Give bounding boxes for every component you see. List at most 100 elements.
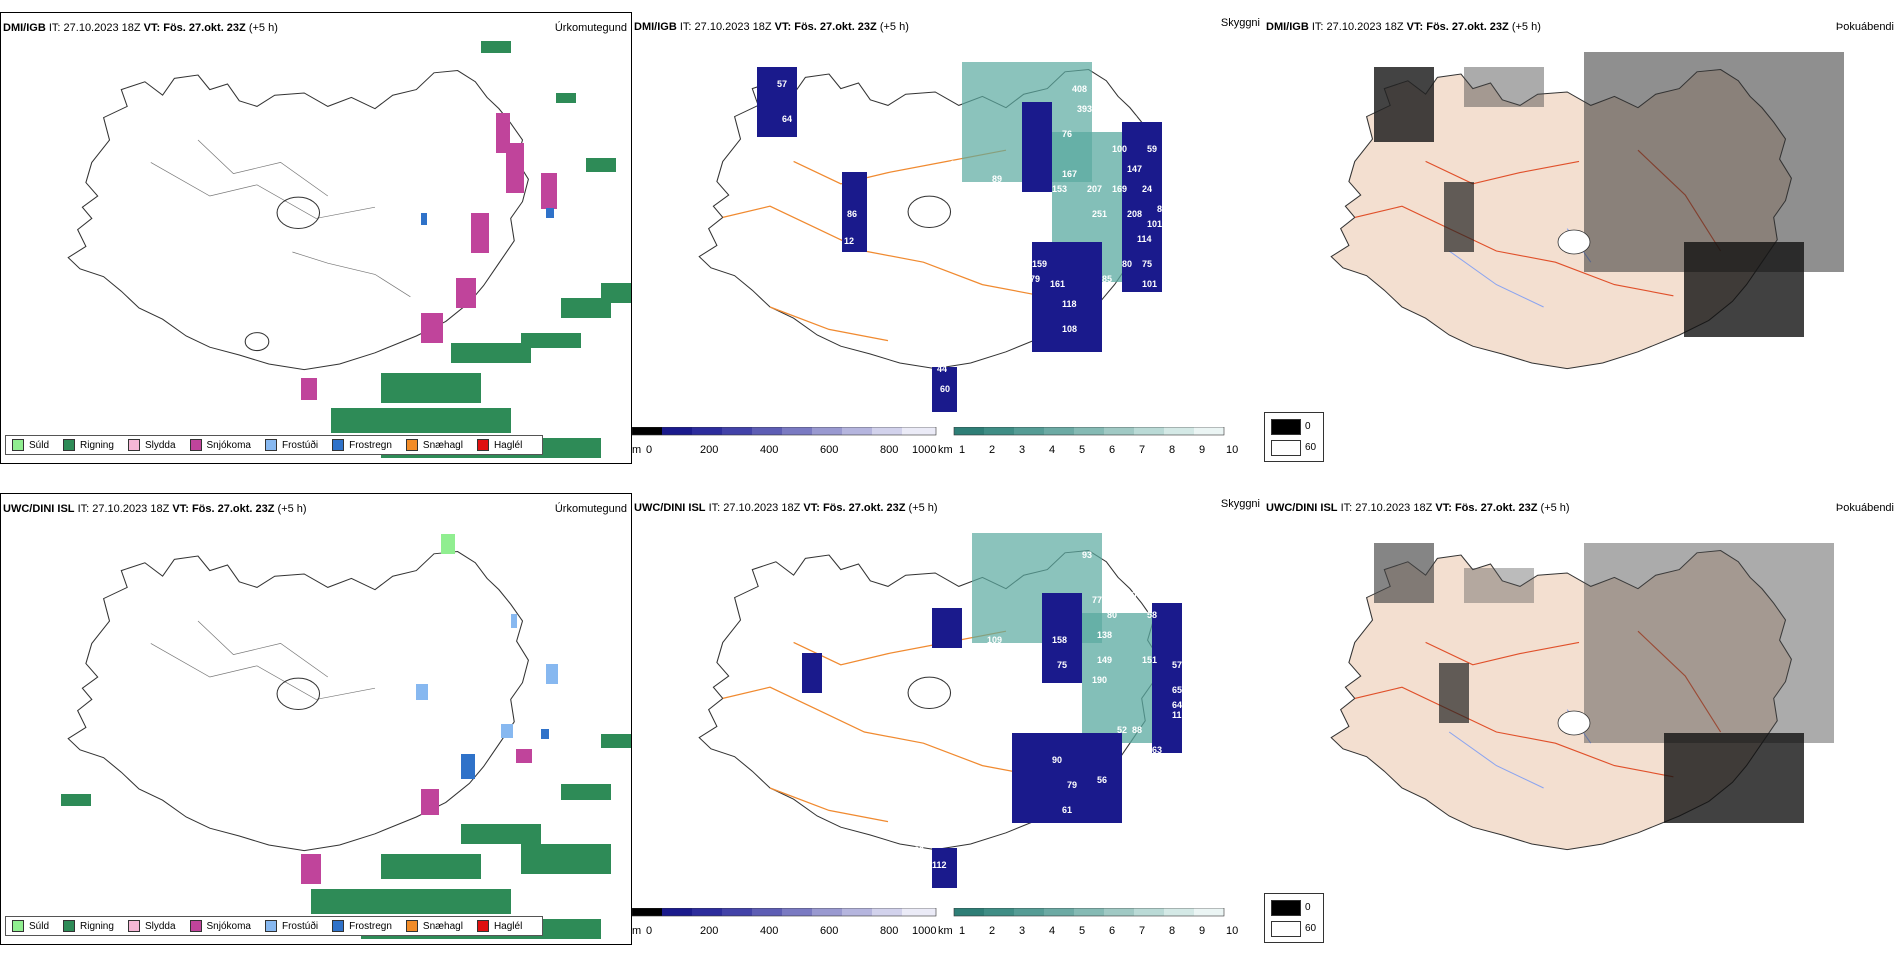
ceiling-title-row1: Skyggni [1220,498,1260,510]
svg-text:77: 77 [1092,595,1102,605]
precip-header-row1: UWC/DINI ISL IT: 27.10.2023 18Z VT: Fös.… [3,503,307,515]
svg-text:159: 159 [1032,259,1047,269]
svg-text:79: 79 [1067,780,1077,790]
snow-patches [301,113,557,400]
ceiling-title-row0: Skyggni [1220,17,1260,29]
svg-text:101: 101 [1147,219,1162,229]
svg-text:56: 56 [1097,775,1107,785]
fog-legend-light-swatch [1271,921,1301,937]
svg-text:118: 118 [1062,299,1077,309]
fog-legend-row0: 0 60 [1264,412,1324,462]
svg-text:251: 251 [1092,209,1107,219]
ceiling-tick: 400 [760,925,779,937]
svg-text:179: 179 [1025,274,1040,284]
ceiling-tick: 1000 [912,925,937,937]
legend-slydda: Slydda [127,920,176,932]
precip-panel-row1: UWC/DINI ISL IT: 27.10.2023 18Z VT: Fös.… [0,493,632,945]
svg-text:100: 100 [1112,144,1127,154]
svg-text:96: 96 [1002,194,1012,204]
svg-text:85: 85 [1102,274,1112,284]
vis-tick: 8 [1169,925,1176,937]
vis-tick: 7 [1139,444,1146,456]
ceiling-tick: 800 [880,925,899,937]
vis-tick: 5 [1079,444,1086,456]
ceiling-colorbar [632,908,937,917]
svg-text:97: 97 [1192,154,1202,164]
legend-snjokoma: Snjókoma [189,439,251,451]
svg-text:169: 169 [1112,184,1127,194]
vis-tick: 1 [959,925,966,937]
cloud-number-labels-row0: 57 64 408 393 138 59 97 100 147 119 76 1… [777,79,1202,394]
precip-map-row1 [61,534,631,939]
colorbars-row1 [632,908,1225,917]
legend-slydda: Slydda [127,439,176,451]
fog-legend-dark-label: 0 [1305,902,1311,913]
fog-legend-row1: 0 60 [1264,893,1324,943]
vis-tick: 9 [1199,444,1206,456]
svg-text:393: 393 [1077,104,1092,114]
svg-text:10: 10 [950,159,960,169]
vis-tick: 10 [1226,925,1239,937]
colorbars-row0 [632,427,1225,436]
svg-text:118: 118 [1172,184,1187,194]
svg-text:60: 60 [940,384,950,394]
svg-text:158: 158 [1052,635,1067,645]
precip-header-row0: DMI/IGB IT: 27.10.2023 18Z VT: Fös. 27.o… [3,22,278,34]
vis-tick: 7 [1139,925,1146,937]
svg-text:114: 114 [1137,234,1152,244]
precip-legend-row0: Súld Rigning Slydda Snjókoma Frostúði Fr… [5,435,544,455]
svg-text:138: 138 [1097,630,1112,640]
svg-text:101: 101 [1142,279,1157,289]
legend-frostregn: Frostregn [332,920,392,932]
fog-panel-row0: DMI/IGB IT: 27.10.2023 18Z VT: Fös. 27.o… [1264,12,1900,464]
vis-tick: 9 [1199,925,1206,937]
ceiling-map-row0: 57 64 408 393 138 59 97 100 147 119 76 1… [698,62,1202,412]
svg-text:100: 100 [1177,224,1192,234]
svg-text:63: 63 [1152,745,1162,755]
svg-text:93: 93 [1162,239,1172,249]
ceiling-tick: 0 [646,925,653,937]
fog-panel-row1: UWC/DINI ISL IT: 27.10.2023 18Z VT: Fös.… [1264,493,1900,945]
svg-text:85: 85 [1157,204,1167,214]
svg-text:80: 80 [1122,259,1132,269]
legend-sudl: Súld [12,439,49,451]
vis-tick: 2 [989,925,996,937]
svg-text:149: 149 [1097,655,1112,665]
legend-rigning: Rigning [63,439,114,451]
svg-text:22: 22 [1022,294,1032,304]
svg-text:76: 76 [1062,129,1072,139]
svg-text:86: 86 [847,209,857,219]
svg-text:24: 24 [1142,184,1152,194]
svg-text:57: 57 [777,79,787,89]
precip-title-row0: Úrkomutegund [554,22,627,34]
ceiling-colorbar [632,427,937,436]
svg-text:64: 64 [782,114,792,124]
legend-haglel: Haglél [476,439,522,451]
svg-text:88: 88 [1132,725,1142,735]
fog-header-row0: DMI/IGB IT: 27.10.2023 18Z VT: Fös. 27.o… [1266,21,1541,33]
fog-legend-light-swatch [1271,440,1301,456]
ceiling-tick: 400 [760,444,779,456]
fog-header-row1: UWC/DINI ISL IT: 27.10.2023 18Z VT: Fös.… [1266,502,1570,514]
fog-map-row1 [1330,543,1834,851]
fog-legend-dark-swatch [1271,900,1301,916]
visibility-colorbar [953,427,1225,436]
ceiling-patches-row1 [802,533,1182,888]
legend-snjokoma: Snjókoma [189,920,251,932]
vis-tick: 10 [1226,444,1239,456]
fog-legend-light-label: 60 [1305,442,1317,453]
ceiling-tick: 1000 [912,444,937,456]
svg-text:190: 190 [1092,675,1107,685]
svg-text:408: 408 [1072,84,1087,94]
svg-text:59: 59 [1147,144,1157,154]
svg-text:75: 75 [1057,660,1067,670]
fog-title-row0: Þokuábendi [1835,21,1894,33]
vis-tick: 5 [1079,925,1086,937]
vis-tick: 8 [1169,444,1176,456]
vis-tick: 3 [1019,925,1026,937]
ceiling-map-row1: 93 77 110 80 58 138 158 149 151 75 57 19… [698,533,1182,888]
fog-shading [1374,52,1844,337]
svg-text:32: 32 [942,184,952,194]
ceiling-unit-label: m [632,925,642,937]
legend-frostudi: Frostúði [264,920,318,932]
